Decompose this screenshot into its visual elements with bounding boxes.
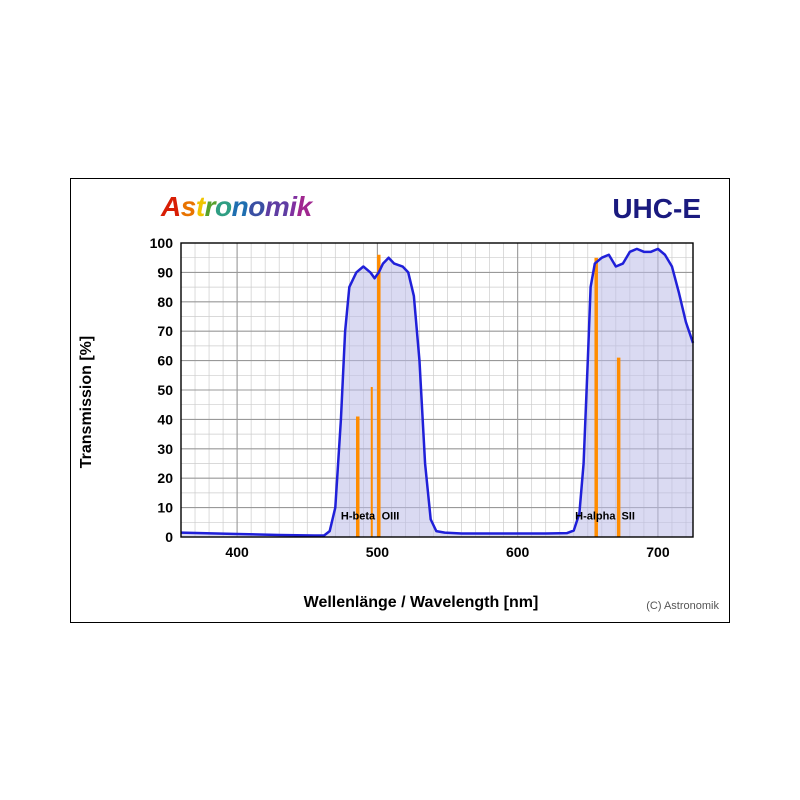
- svg-text:SII: SII: [621, 510, 634, 522]
- svg-text:50: 50: [157, 382, 173, 398]
- filter-name: UHC-E: [612, 193, 701, 225]
- y-axis-label: Transmission [%]: [77, 237, 97, 567]
- svg-text:700: 700: [646, 544, 670, 560]
- svg-text:10: 10: [157, 499, 173, 515]
- svg-text:60: 60: [157, 352, 173, 368]
- svg-text:90: 90: [157, 264, 173, 280]
- svg-text:70: 70: [157, 323, 173, 339]
- brand-logo: Astronomik: [161, 191, 312, 223]
- plot-area: H-beta OIII H-alpha SII 400 500 600 700 0 10 20 30 4…: [141, 237, 701, 567]
- svg-text:H-alpha: H-alpha: [575, 510, 616, 522]
- svg-text:OIII: OIII: [382, 510, 400, 522]
- svg-text:H-beta: H-beta: [341, 510, 376, 522]
- copyright-text: (C) Astronomik: [646, 600, 719, 612]
- chart-frame: Astronomik UHC-E Transmission [%] H-beta…: [70, 178, 730, 623]
- svg-text:20: 20: [157, 470, 173, 486]
- svg-text:0: 0: [165, 529, 173, 545]
- svg-text:40: 40: [157, 411, 173, 427]
- svg-text:400: 400: [225, 544, 249, 560]
- svg-text:500: 500: [366, 544, 390, 560]
- svg-text:600: 600: [506, 544, 530, 560]
- svg-text:30: 30: [157, 440, 173, 456]
- x-axis-label: Wellenlänge / Wavelength [nm]: [141, 594, 701, 612]
- svg-text:80: 80: [157, 293, 173, 309]
- svg-text:100: 100: [150, 237, 174, 251]
